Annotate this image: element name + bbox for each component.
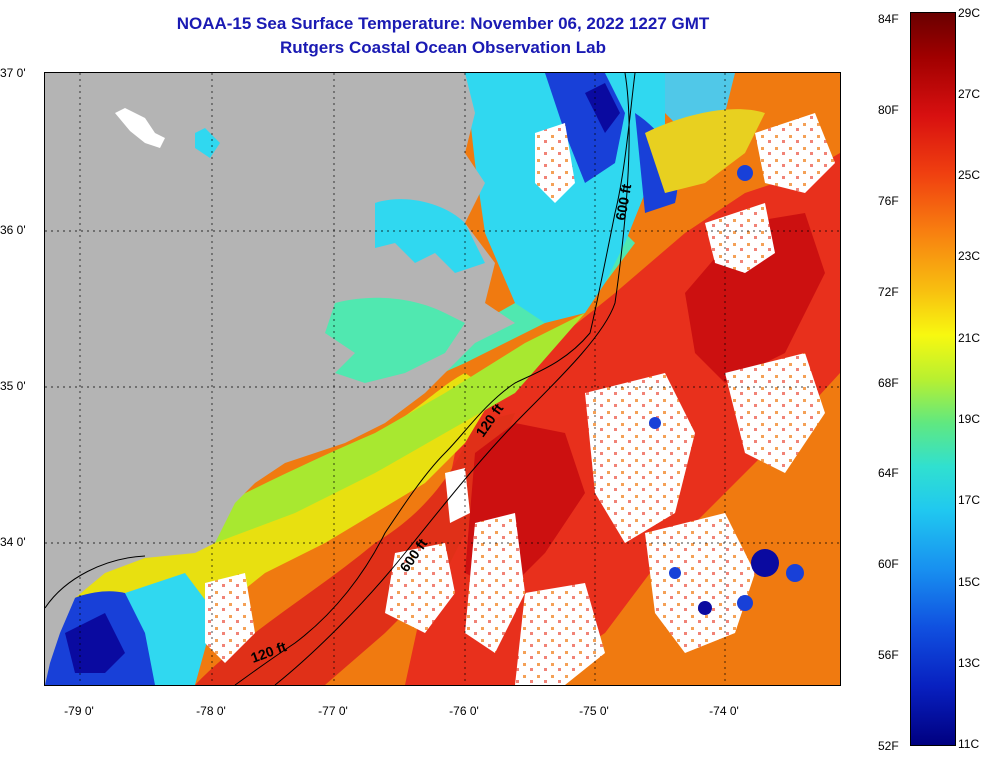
albemarle-sound	[375, 199, 485, 273]
cloud-mask	[205, 113, 835, 685]
inland-lake	[195, 128, 220, 158]
isobath-600ft	[274, 73, 630, 685]
sst-map-canvas: 600 ft 120 ft 600 ft 120 ft	[45, 73, 840, 685]
sw-cold-core	[65, 613, 125, 673]
inland-river	[115, 108, 165, 148]
cold-navy-patch	[585, 83, 620, 133]
lon-label-74: -74 0'	[709, 704, 739, 718]
yellow-eddy	[645, 109, 765, 193]
colorbar-label-84f: 84F	[878, 12, 899, 26]
lat-label-35: 35 0'	[0, 379, 26, 393]
lon-label-78: -78 0'	[196, 704, 226, 718]
map-subtitle: Rutgers Coastal Ocean Observation Lab	[280, 38, 606, 57]
pamlico-sound	[325, 297, 465, 383]
sw-cyan-water	[125, 573, 215, 685]
lat-label-37: 37 0'	[0, 66, 26, 80]
lon-label-77: -77 0'	[318, 704, 348, 718]
map-title: NOAA-15 Sea Surface Temperature: Novembe…	[176, 14, 710, 33]
green-shelf-water	[165, 313, 585, 543]
colorbar-label-60f: 60F	[878, 557, 899, 571]
colorbar-label-15c: 15C	[958, 575, 981, 589]
lon-label-76: -76 0'	[449, 704, 479, 718]
contour-label-600ft-north: 600 ft	[612, 182, 634, 221]
colorbar-label-76f: 76F	[878, 194, 899, 208]
lat-label-34: 34 0'	[0, 535, 26, 549]
colorbar-label-56f: 56F	[878, 648, 899, 662]
colorbar-label-25c: 25C	[958, 168, 981, 182]
colorbar-label-23c: 23C	[958, 249, 981, 263]
colorbar-label-80f: 80F	[878, 103, 899, 117]
isobath-120ft-south	[45, 555, 146, 609]
colorbar-label-17c: 17C	[958, 493, 981, 507]
colorbar-label-29c: 29C	[958, 6, 981, 20]
graticule	[45, 73, 840, 685]
sst-map: 600 ft 120 ft 600 ft 120 ft	[44, 72, 841, 686]
colorbar-label-11c: 11C	[958, 737, 980, 751]
colorbar-label-52f: 52F	[878, 739, 899, 753]
lat-label-36: 36 0'	[0, 223, 26, 237]
temperature-colorbar	[910, 12, 956, 746]
colorbar-label-27c: 27C	[958, 87, 981, 101]
colorbar-label-19c: 19C	[958, 412, 981, 426]
lon-label-75: -75 0'	[579, 704, 609, 718]
colorbar-label-72f: 72F	[878, 285, 899, 299]
colorbar-label-64f: 64F	[878, 466, 899, 480]
colorbar-label-68f: 68F	[878, 376, 899, 390]
colorbar-label-21c: 21C	[958, 331, 981, 345]
isobath-120ft	[234, 73, 636, 685]
lon-label-79: -79 0'	[64, 704, 94, 718]
cool-water-nw	[665, 73, 735, 133]
colorbar-label-13c: 13C	[958, 656, 981, 670]
cold-spots	[649, 165, 804, 615]
